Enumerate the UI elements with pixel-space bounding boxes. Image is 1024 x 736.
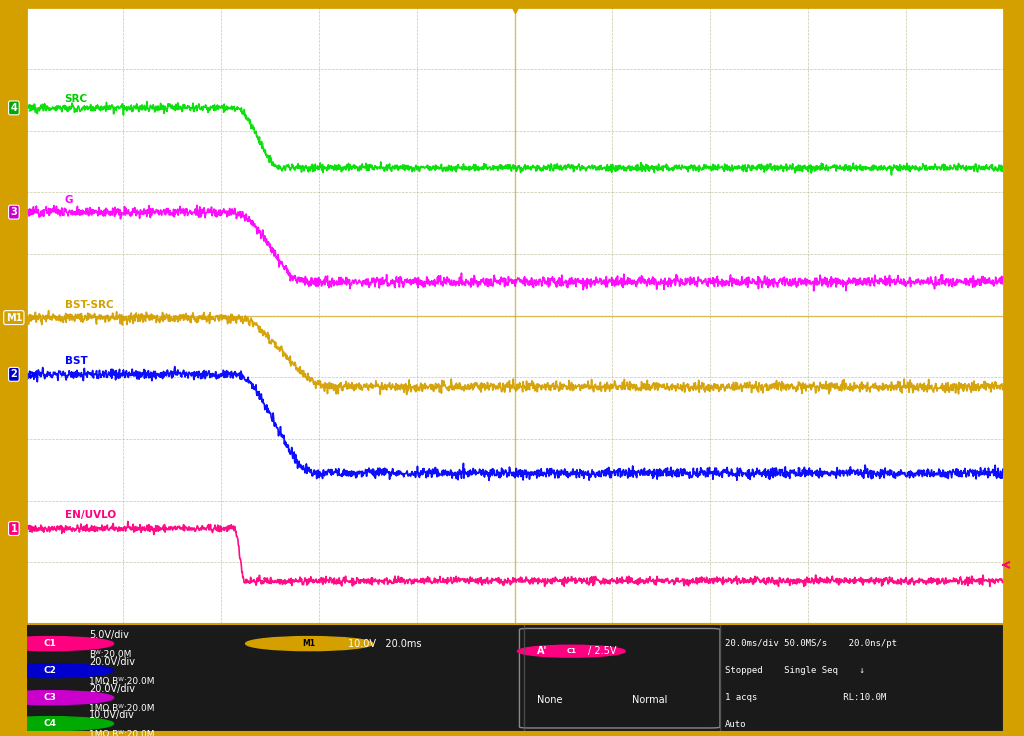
Circle shape xyxy=(0,664,114,678)
Text: 4: 4 xyxy=(10,103,17,113)
Circle shape xyxy=(517,645,625,657)
Text: Stopped    Single Seq    ↓: Stopped Single Seq ↓ xyxy=(725,666,864,675)
Text: Bᵂ:20.0M: Bᵂ:20.0M xyxy=(89,650,131,659)
Text: C4: C4 xyxy=(44,719,56,728)
Text: / 2.5V: / 2.5V xyxy=(588,646,616,657)
Text: 1MΩ Bᵂ:20.0M: 1MΩ Bᵂ:20.0M xyxy=(89,677,155,686)
Text: 20.0ms/div 50.0MS/s    20.0ns/pt: 20.0ms/div 50.0MS/s 20.0ns/pt xyxy=(725,639,897,648)
Text: C1: C1 xyxy=(44,639,56,648)
Text: BST-SRC: BST-SRC xyxy=(65,300,114,311)
Text: SRC: SRC xyxy=(65,93,88,104)
Text: 20.0V/div: 20.0V/div xyxy=(89,657,135,667)
Circle shape xyxy=(0,717,114,731)
Text: 1MΩ Bᵂ:20.0M: 1MΩ Bᵂ:20.0M xyxy=(89,730,155,736)
Text: C2: C2 xyxy=(44,666,56,675)
Text: M1: M1 xyxy=(303,639,315,648)
Text: 10.0V/div: 10.0V/div xyxy=(89,710,135,720)
Text: C1: C1 xyxy=(566,648,577,654)
Text: M1: M1 xyxy=(6,313,23,322)
Text: 2: 2 xyxy=(10,369,17,379)
Text: EN/UVLO: EN/UVLO xyxy=(65,510,116,520)
Text: C3: C3 xyxy=(44,693,56,702)
Text: BST: BST xyxy=(65,355,87,366)
Text: None: None xyxy=(537,695,562,705)
Text: 1: 1 xyxy=(10,523,17,534)
Text: A': A' xyxy=(537,646,548,657)
Circle shape xyxy=(246,637,373,651)
FancyBboxPatch shape xyxy=(519,629,720,728)
Circle shape xyxy=(0,690,114,705)
Text: Auto: Auto xyxy=(725,721,746,729)
Text: 5.0V/div: 5.0V/div xyxy=(89,630,129,640)
Text: 1MΩ Bᵂ:20.0M: 1MΩ Bᵂ:20.0M xyxy=(89,704,155,713)
Text: G: G xyxy=(65,196,74,205)
Circle shape xyxy=(0,637,114,651)
Text: 20.0V/div: 20.0V/div xyxy=(89,684,135,694)
Text: 10.0V   20.0ms: 10.0V 20.0ms xyxy=(348,639,422,648)
Text: 1 acqs                RL:10.0M: 1 acqs RL:10.0M xyxy=(725,693,886,702)
Text: 3: 3 xyxy=(10,207,17,217)
Text: Normal: Normal xyxy=(632,695,668,705)
